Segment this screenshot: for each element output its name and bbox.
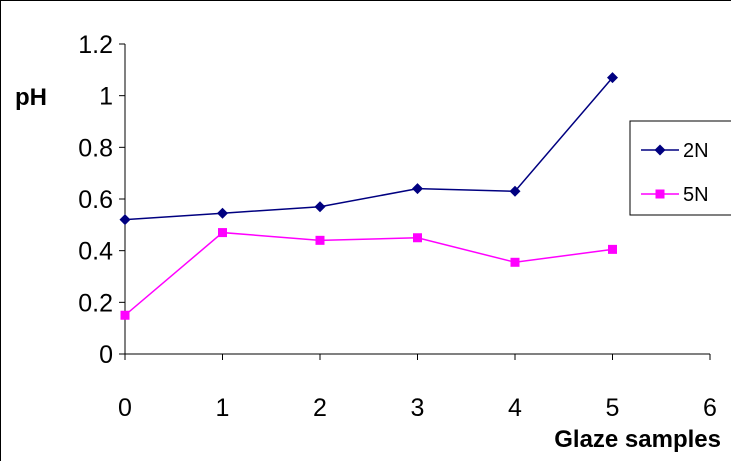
- legend-label: 2N: [683, 140, 709, 162]
- legend-marker: [655, 189, 665, 199]
- x-tick-label: 1: [216, 394, 230, 422]
- axes: [119, 43, 711, 360]
- legend-item-5N: 5N: [641, 184, 709, 206]
- x-tick-label: 3: [411, 394, 425, 422]
- data-point: [509, 185, 521, 197]
- data-point: [120, 310, 130, 320]
- x-axis-label: Glaze samples: [554, 426, 721, 453]
- data-point: [217, 207, 228, 219]
- legend-item-2N: 2N: [641, 140, 709, 162]
- data-point: [218, 228, 227, 238]
- y-axis-label: pH: [15, 84, 47, 111]
- data-point: [412, 183, 423, 195]
- x-tick-label: 4: [508, 394, 522, 422]
- y-tick-label: 0: [99, 341, 113, 369]
- data-point: [608, 244, 617, 254]
- series-5N: [120, 228, 617, 320]
- data-point: [607, 72, 618, 84]
- x-tick-label: 2: [313, 394, 327, 422]
- data-point: [315, 235, 325, 245]
- x-tick-label: 5: [606, 394, 620, 422]
- series-lines: [119, 72, 618, 320]
- y-tick-labels: 0 0.2 0.4 0.6 0.8 1 1.2: [78, 31, 113, 369]
- y-tick-label: 0.2: [78, 289, 113, 317]
- legend: 2N 5N: [629, 120, 731, 216]
- data-point: [413, 233, 422, 243]
- series-line-5N: [124, 231, 613, 316]
- series-2N: [119, 72, 618, 226]
- data-point: [510, 257, 520, 267]
- y-tick-label: 0.8: [78, 134, 113, 162]
- data-point: [314, 201, 326, 213]
- x-tick-label: 0: [118, 394, 132, 422]
- legend-box: [629, 120, 731, 216]
- legend-label: 5N: [683, 184, 709, 206]
- y-tick-label: 1.2: [78, 31, 113, 59]
- y-tick-label: 0.4: [78, 238, 113, 266]
- y-tick-label: 1: [99, 83, 113, 111]
- x-tick-labels: 0 1 2 3 4 5 6: [118, 394, 717, 422]
- x-tick-label: 6: [703, 394, 717, 422]
- legend-marker: [654, 144, 666, 156]
- y-tick-label: 0.6: [78, 186, 113, 214]
- series-line-2N: [124, 77, 614, 221]
- data-point: [119, 214, 131, 226]
